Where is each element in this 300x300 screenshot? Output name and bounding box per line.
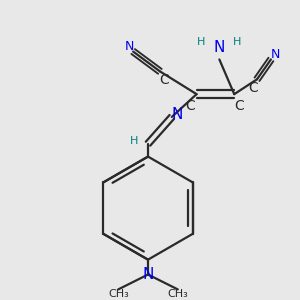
Text: H: H (233, 37, 242, 46)
Text: C: C (159, 73, 169, 87)
Text: C: C (234, 99, 244, 113)
Text: C: C (185, 99, 194, 113)
Text: CH₃: CH₃ (108, 289, 129, 299)
Text: N: N (171, 107, 182, 122)
Text: CH₃: CH₃ (167, 289, 188, 299)
Text: N: N (142, 267, 154, 282)
Text: H: H (130, 136, 138, 146)
Text: C: C (248, 81, 258, 95)
Text: N: N (214, 40, 225, 55)
Text: H: H (197, 37, 206, 46)
Text: N: N (124, 40, 134, 53)
Text: N: N (271, 48, 280, 61)
